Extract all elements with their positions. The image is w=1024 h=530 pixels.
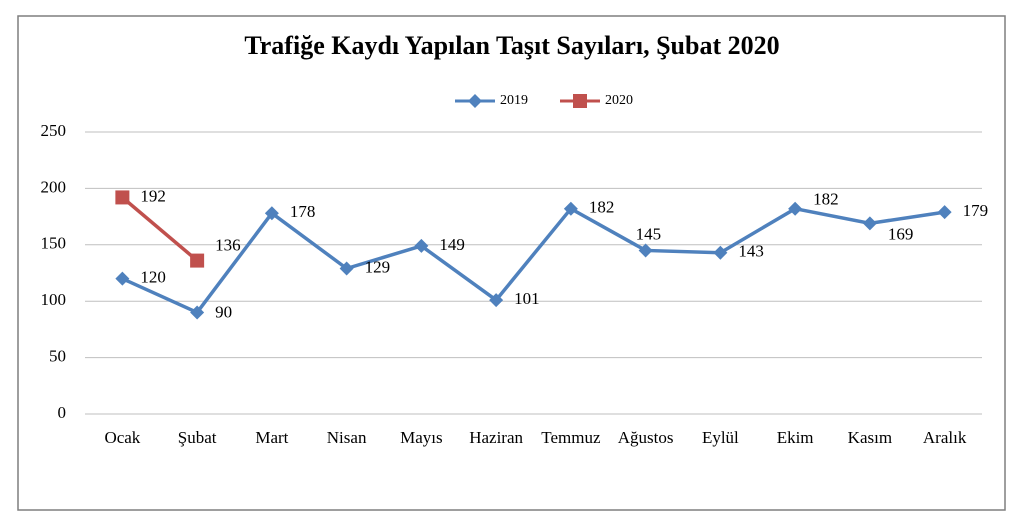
x-tick-label: Temmuz bbox=[541, 428, 601, 447]
x-tick-label: Şubat bbox=[178, 428, 217, 447]
series-line bbox=[121, 196, 199, 262]
data-label: 179 bbox=[963, 201, 989, 220]
data-point bbox=[190, 305, 205, 320]
x-tick-label: Kasım bbox=[848, 428, 892, 447]
y-tick-label: 100 bbox=[41, 290, 67, 309]
data-label: 145 bbox=[636, 224, 662, 243]
data-point bbox=[115, 190, 130, 205]
chart-frame bbox=[17, 15, 1006, 511]
y-tick-label: 0 bbox=[58, 403, 67, 422]
x-tick-label: Ağustos bbox=[618, 428, 674, 447]
data-point bbox=[115, 271, 130, 286]
data-point bbox=[713, 245, 728, 260]
data-point bbox=[190, 253, 205, 268]
x-tick-label: Eylül bbox=[702, 428, 739, 447]
data-label: 136 bbox=[215, 235, 241, 254]
data-label: 143 bbox=[738, 242, 764, 261]
data-label: 129 bbox=[365, 257, 391, 276]
data-label: 192 bbox=[140, 186, 166, 205]
data-point bbox=[638, 243, 653, 258]
x-tick-label: Ocak bbox=[104, 428, 140, 447]
data-label: 182 bbox=[813, 190, 839, 209]
legend-label: 2019 bbox=[500, 93, 528, 108]
x-tick-label: Haziran bbox=[469, 428, 523, 447]
data-label: 101 bbox=[514, 289, 540, 308]
data-point bbox=[563, 201, 578, 216]
data-label: 149 bbox=[439, 235, 465, 254]
x-tick-label: Mart bbox=[255, 428, 288, 447]
legend-marker bbox=[573, 94, 587, 108]
data-label: 90 bbox=[215, 302, 232, 321]
data-label: 169 bbox=[888, 224, 914, 243]
data-point bbox=[788, 201, 803, 216]
data-label: 182 bbox=[589, 198, 615, 217]
data-point bbox=[339, 261, 354, 276]
data-point bbox=[414, 238, 429, 253]
data-label: 178 bbox=[290, 202, 316, 221]
legend-label: 2020 bbox=[605, 93, 633, 108]
legend-marker bbox=[468, 94, 482, 108]
x-tick-label: Mayıs bbox=[400, 428, 443, 447]
x-tick-label: Aralık bbox=[923, 428, 967, 447]
y-tick-label: 200 bbox=[41, 177, 67, 196]
x-tick-label: Ekim bbox=[777, 428, 814, 447]
y-tick-label: 150 bbox=[41, 234, 67, 253]
data-point bbox=[264, 206, 279, 221]
x-tick-label: Nisan bbox=[327, 428, 367, 447]
data-label: 120 bbox=[140, 268, 166, 287]
data-point bbox=[862, 216, 877, 231]
data-point bbox=[489, 293, 504, 308]
y-tick-label: 50 bbox=[49, 347, 66, 366]
data-point bbox=[937, 205, 952, 220]
series-line bbox=[121, 206, 945, 315]
chart-title: Trafiğe Kaydı Yapılan Taşıt Sayıları, Şu… bbox=[244, 31, 779, 60]
y-tick-label: 250 bbox=[41, 121, 67, 140]
